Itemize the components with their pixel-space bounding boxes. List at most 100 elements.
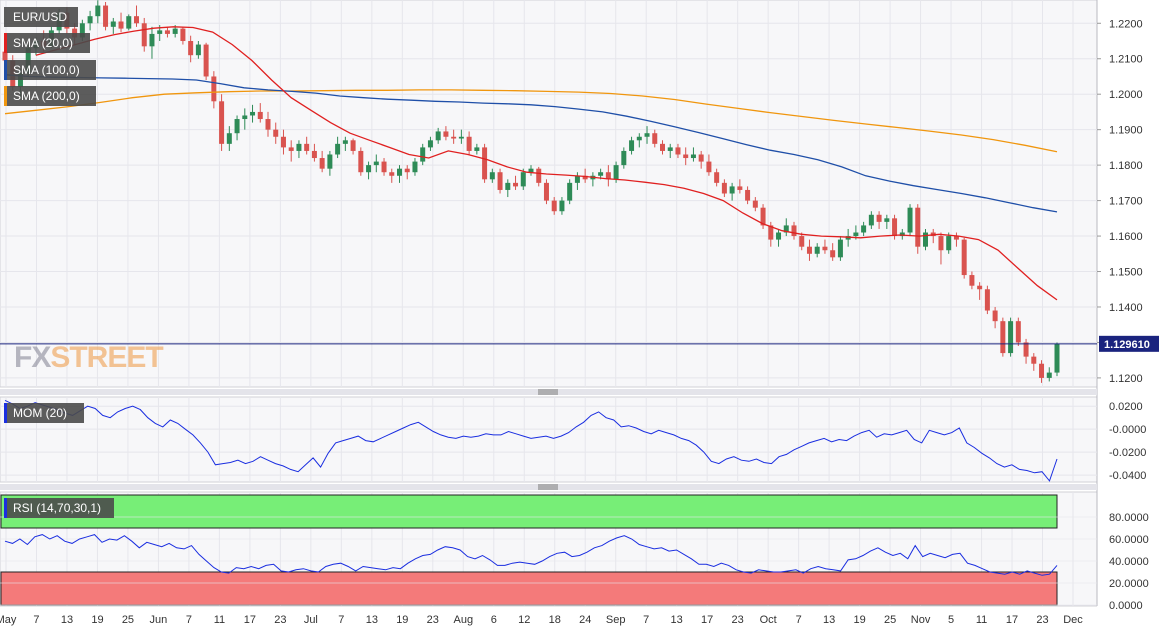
x-tick-label: 13 [61,614,73,626]
x-tick-label: 19 [396,614,408,626]
candle-body [876,214,882,222]
mom-axis-label: -0.0200 [1109,447,1146,459]
candle [706,154,712,176]
candle [1015,317,1021,346]
sma100-legend[interactable]: SMA (100,0) [4,60,96,80]
symbol-badge-text: EUR/USD [13,10,67,24]
candle [358,147,364,176]
candle-body [899,232,905,237]
x-tick-label: Jul [304,614,318,626]
candle-body [451,136,457,139]
candle-body [992,310,998,322]
rsi-axis-label: 60.0000 [1109,534,1149,546]
candle [636,133,642,148]
candle-body [520,172,526,187]
candle [420,143,426,166]
rsi-line [4,534,1058,576]
candle-body [667,147,673,151]
sma100-line [4,74,1058,213]
candle-body [1031,356,1037,364]
candle [690,147,696,162]
rsi-legend[interactable]: RSI (14,70,30,1) [4,498,114,518]
candle-body [629,140,635,151]
candle [458,129,464,144]
x-tick-label: 7 [33,614,39,626]
candle-body [458,136,464,139]
candle [899,228,905,240]
mom-legend-swatch [4,403,7,423]
candle [141,17,147,52]
candle [211,71,217,109]
candle [1008,317,1014,357]
x-tick-label: 18 [549,614,561,626]
symbol-badge[interactable]: EUR/USD [4,7,78,27]
candle [435,127,441,144]
candle-body [543,182,549,201]
rsi-axis-label: 80.0000 [1109,512,1149,524]
x-tick-label: 23 [427,614,439,626]
candle-body [1015,321,1021,343]
sma200-legend-bg [4,86,96,106]
candle [652,129,658,148]
axis-column [1097,0,1176,632]
candle [180,26,186,45]
candle-body [760,207,766,226]
sma200-legend-text: SMA (200,0) [13,89,80,103]
candle-body [1039,363,1045,378]
pane-resize-handle-1[interactable] [0,389,1097,395]
candle-body [304,143,310,151]
candle [1031,353,1037,371]
price-axis-label: 1.2000 [1109,89,1143,101]
candle [822,239,828,254]
candle-body [961,239,967,276]
sma20-legend[interactable]: SMA (20,0) [4,33,90,53]
x-tick-label: 25 [884,614,896,626]
candle-body [984,289,990,311]
x-tick-label: 17 [1006,614,1018,626]
pane-resize-handle-2[interactable] [0,484,1097,490]
candle [791,221,797,240]
candle [335,136,341,159]
candle [961,237,967,279]
sma100-legend-text: SMA (100,0) [13,63,80,77]
candle [1046,367,1052,382]
candle-body [1008,321,1014,354]
price-axis-label: 1.2100 [1109,54,1143,66]
price-axis-label: 1.1500 [1109,267,1143,279]
x-tick-label: Dec [1063,614,1083,626]
candle-body [350,140,356,151]
candle [342,136,348,151]
sma20-legend-bg [4,33,90,53]
x-tick-label: 23 [274,614,286,626]
x-tick-label: 6 [491,614,497,626]
candle [497,168,503,194]
candle-body [126,16,132,29]
candle-body [327,154,333,169]
candle [381,158,387,176]
candle-body [574,175,580,183]
candle-body [613,165,619,180]
sma200-legend[interactable]: SMA (200,0) [4,86,96,106]
current-price-label: 1.129610 [1104,339,1150,351]
candle-body [226,133,232,144]
candle [265,111,271,137]
candle [528,165,534,176]
candle-body [1054,343,1060,373]
x-tick-label: 24 [579,614,591,626]
candle-body [110,21,116,27]
candle-body [420,147,426,162]
mom-legend[interactable]: MOM (20) [4,403,84,423]
watermark-fx: FX [14,341,51,374]
candle [451,129,457,144]
candle-body [884,218,890,222]
candle [698,150,704,169]
candle [134,5,139,27]
candle [946,232,952,254]
sma20-legend-text: SMA (20,0) [13,36,73,50]
candle [296,140,302,159]
rsi-oversold-zone [0,571,1058,606]
candle [721,179,727,198]
candle-body [923,232,928,247]
fxstreet-watermark: FXSTREET [14,341,163,374]
